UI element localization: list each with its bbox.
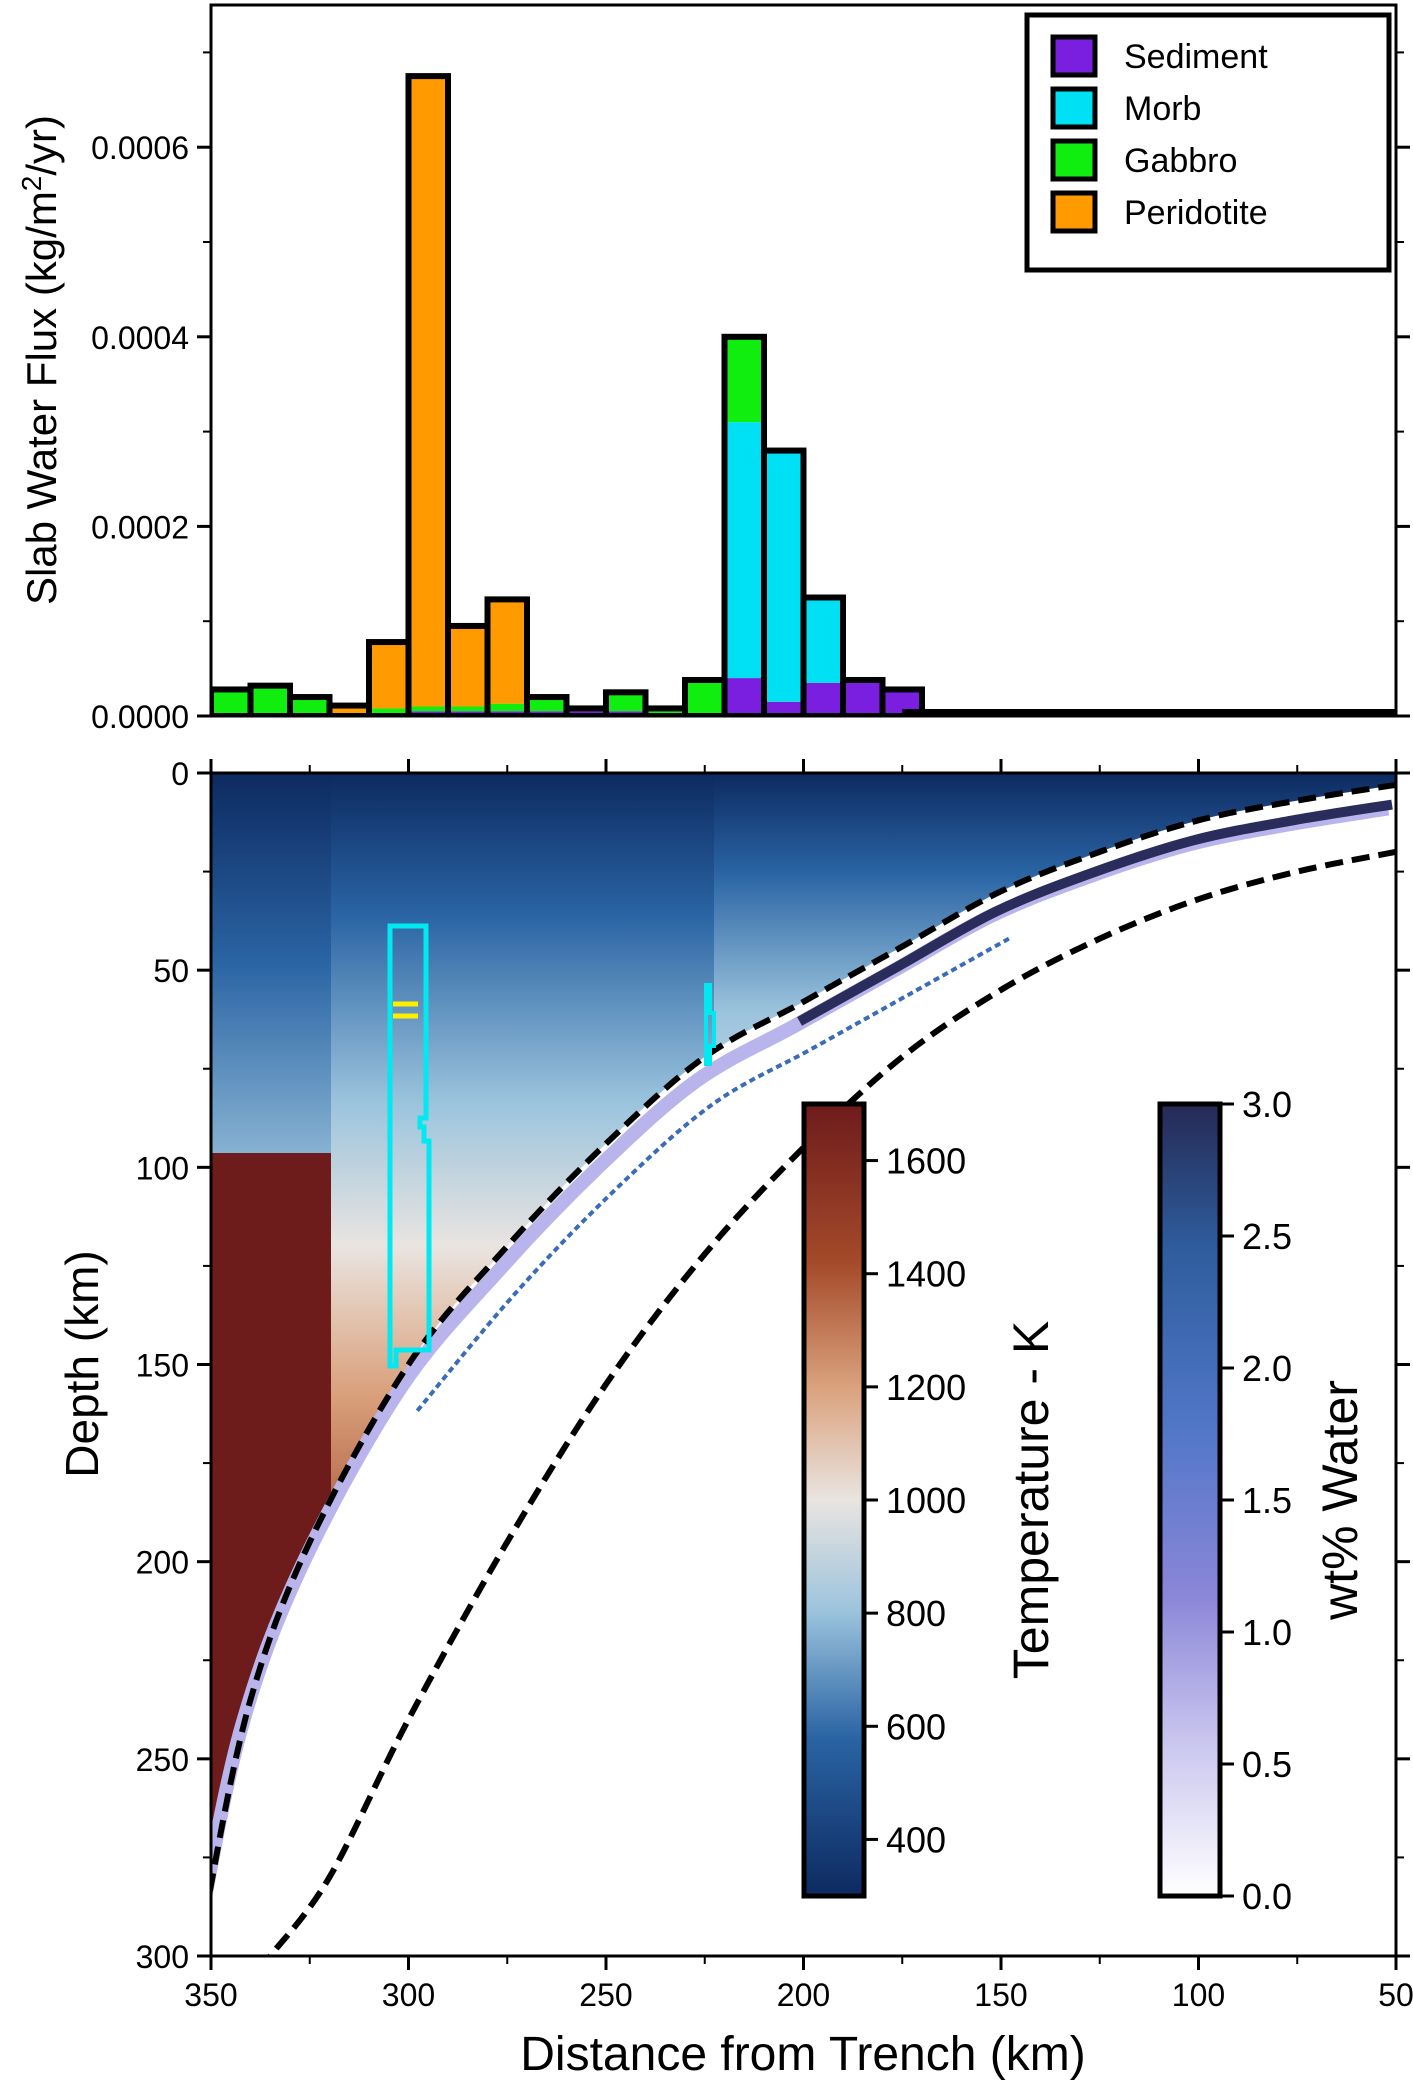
bar-segment-gabbro bbox=[408, 706, 448, 712]
colorbar-tick-label: 1000 bbox=[886, 1480, 966, 1521]
colorbar-tick-label: 1.0 bbox=[1242, 1612, 1292, 1653]
section-y-axis-label: Depth (km) bbox=[56, 1250, 108, 1477]
temperature-colorbar-fill bbox=[801, 1101, 867, 1899]
x-tick-label: 200 bbox=[777, 1977, 830, 2013]
water-colorbar: 0.0 0.5 1.0 1.5 2.0 2.5 3.0 wt% Water bbox=[1157, 1084, 1368, 1917]
temperature-colorbar: 400 600 800 1000 1200 1400 1600 Temperature - … bbox=[801, 1101, 1059, 1899]
colorbar-tick-label: 3.0 bbox=[1242, 1084, 1292, 1125]
bar-segment-peridotite bbox=[329, 705, 369, 714]
y-tick-label: 0.0000 bbox=[91, 699, 189, 735]
y-tick-label: 0.0006 bbox=[91, 130, 189, 166]
section-x-axis-label: Distance from Trench (km) bbox=[520, 2028, 1085, 2081]
bar-segment-gabbro bbox=[606, 692, 646, 712]
y-tick-label: 200 bbox=[136, 1545, 189, 1581]
legend-swatch bbox=[1050, 34, 1098, 78]
colorbar-tick-label: 600 bbox=[886, 1706, 946, 1747]
legend-swatch bbox=[1050, 86, 1098, 130]
bar-segment-gabbro bbox=[369, 708, 409, 714]
temperature-colorbar-label: Temperature - K bbox=[1003, 1321, 1059, 1679]
flux-y-axis-label: Slab Water Flux (kg/m2/yr) bbox=[16, 115, 66, 605]
bar-segment-gabbro bbox=[290, 697, 330, 716]
water-flux-panel: 0.0000 0.0002 0.0004 0.0006 Sediment Morb Gab… bbox=[16, 3, 1410, 735]
y-tick-label: 150 bbox=[136, 1348, 189, 1384]
bar-segment-sediment bbox=[764, 701, 804, 716]
y-tick-label: 300 bbox=[136, 1939, 189, 1975]
bar-segment-morb bbox=[724, 422, 764, 679]
y-tick-label: 100 bbox=[136, 1150, 189, 1186]
melt-region-contour bbox=[387, 923, 432, 1369]
bar-segment-peridotite bbox=[487, 599, 527, 704]
legend-label: Gabbro bbox=[1124, 142, 1237, 180]
x-tick-label: 300 bbox=[382, 1977, 435, 2013]
cold-slab-edge bbox=[414, 936, 1010, 1414]
bar-segment-peridotite bbox=[448, 625, 488, 707]
x-tick-label: 350 bbox=[184, 1977, 237, 2013]
water-colorbar-fill bbox=[1157, 1101, 1223, 1899]
water-colorbar-label: wt% Water bbox=[1312, 1380, 1368, 1621]
slab-surface-line bbox=[211, 781, 1396, 1904]
colorbar-tick-label: 0.0 bbox=[1242, 1876, 1292, 1917]
bar-outline bbox=[405, 73, 451, 716]
colorbar-tick-label: 400 bbox=[886, 1819, 946, 1860]
legend-label: Peridotite bbox=[1124, 194, 1268, 232]
bar-segment-morb bbox=[764, 450, 804, 702]
legend-swatch bbox=[1050, 190, 1098, 234]
y-tick-label: 250 bbox=[136, 1742, 189, 1778]
temperature-colorbar-ticks: 400 600 800 1000 1200 1400 1600 bbox=[864, 1141, 966, 1860]
y-tick-label: 50 bbox=[153, 953, 189, 989]
legend-label: Sediment bbox=[1124, 38, 1268, 76]
x-tick-label: 50 bbox=[1378, 1977, 1413, 2013]
melt-region-contour bbox=[704, 983, 716, 1066]
bar-segment-gabbro bbox=[685, 679, 725, 714]
bar-segment-morb bbox=[803, 597, 843, 683]
y-tick-label: 0 bbox=[171, 756, 189, 792]
colorbar-tick-label: 0.5 bbox=[1242, 1744, 1292, 1785]
bar-segment-gabbro bbox=[527, 697, 567, 712]
bar-segment-peridotite bbox=[369, 642, 409, 709]
x-tick-label: 100 bbox=[1172, 1977, 1225, 2013]
slab-base-line bbox=[267, 848, 1396, 1956]
flux-y-axis: 0.0000 0.0002 0.0004 0.0006 bbox=[91, 51, 1410, 735]
bar-segment-gabbro bbox=[724, 336, 764, 423]
bar-segment-gabbro bbox=[211, 689, 251, 716]
legend-label: Morb bbox=[1124, 90, 1201, 128]
colorbar-tick-label: 800 bbox=[886, 1593, 946, 1634]
x-tick-label: 150 bbox=[974, 1977, 1027, 2013]
colorbar-tick-label: 1.5 bbox=[1242, 1480, 1292, 1521]
y-tick-label: 0.0004 bbox=[91, 320, 189, 356]
colorbar-tick-label: 2.0 bbox=[1242, 1348, 1292, 1389]
section-plot-frame bbox=[209, 771, 1398, 1958]
bar-segment-gabbro bbox=[448, 706, 488, 712]
water-colorbar-ticks: 0.0 0.5 1.0 1.5 2.0 2.5 3.0 bbox=[1220, 1084, 1292, 1917]
bar-outline bbox=[761, 447, 807, 716]
wet-crust-band bbox=[797, 799, 1393, 1026]
colorbar-tick-label: 1600 bbox=[886, 1141, 966, 1182]
x-tick-label: 250 bbox=[579, 1977, 632, 2013]
legend: Sediment Morb Gabbro Peridotite bbox=[1024, 12, 1392, 273]
colorbar-tick-label: 1200 bbox=[886, 1367, 966, 1408]
bar-segment-gabbro bbox=[487, 703, 527, 712]
colorbar-tick-label: 1400 bbox=[886, 1254, 966, 1295]
colorbar-tick-label: 2.5 bbox=[1242, 1216, 1292, 1257]
bar-segment-sediment bbox=[803, 682, 843, 716]
bar-outline bbox=[800, 594, 846, 716]
bar-segment-peridotite bbox=[408, 76, 448, 707]
flux-plot-frame bbox=[209, 3, 1398, 718]
y-tick-label: 0.0002 bbox=[91, 509, 189, 545]
legend-swatch bbox=[1050, 138, 1098, 182]
bar-segment-sediment bbox=[843, 679, 883, 716]
bar-segment-sediment bbox=[724, 678, 764, 716]
bar-segment-gabbro bbox=[250, 685, 290, 716]
